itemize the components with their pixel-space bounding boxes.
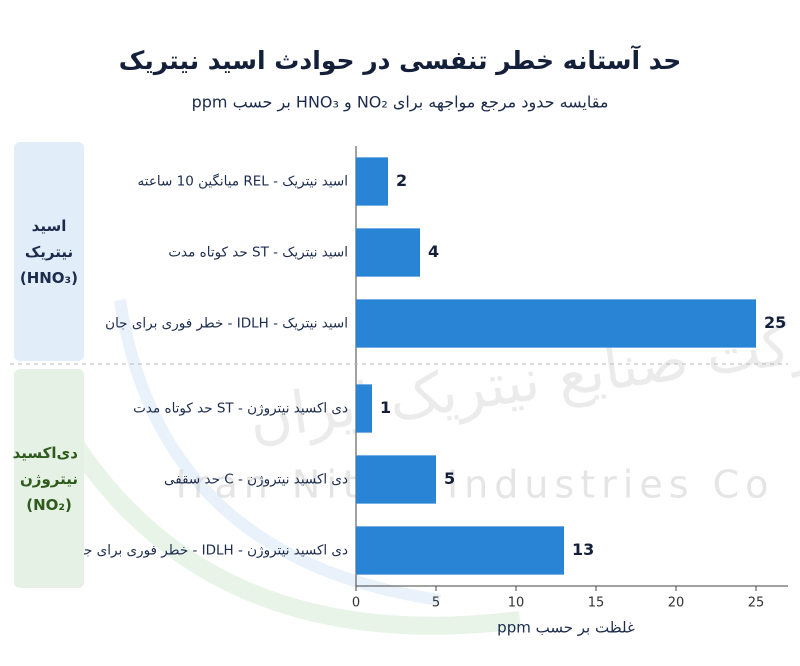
- group-label: دی‌اکسید نیتروژن (NO₂): [12, 369, 84, 588]
- chart-title: حد آستانه خطر تنفسی در حوادث اسید نیتریک: [119, 45, 682, 76]
- data-label: 4: [428, 242, 439, 261]
- x-axis-label: غلظت بر حسب ppm: [497, 619, 635, 637]
- bar: [356, 299, 756, 348]
- y-tick-label: اسید نیتریک - IDLH - خطر فوری برای جان: [105, 316, 348, 332]
- x-tick-label: 10: [508, 596, 525, 611]
- chart-subtitle: مقایسه حدود مرجع مواجهه برای NO₂ و HNO₃ …: [192, 93, 609, 113]
- watermark: Iran Nitric Industries Co: [176, 463, 775, 507]
- y-tick-label: دی اکسید نیتروژن - IDLH - خطر فوری برای …: [70, 543, 348, 559]
- data-label: 5: [444, 469, 455, 488]
- data-label: 2: [396, 171, 407, 190]
- x-tick-label: 20: [668, 596, 685, 611]
- data-label: 25: [764, 313, 786, 332]
- y-tick-label: دی اکسید نیتروژن - ST حد کوتاه مدت: [133, 401, 348, 417]
- y-tick-label: اسید نیتریک - ST حد کوتاه مدت: [168, 245, 348, 261]
- group-label: اسید نیتریک (HNO₃): [14, 142, 84, 361]
- bar: [356, 526, 564, 575]
- data-label: 1: [380, 398, 391, 417]
- bar: [356, 384, 372, 433]
- watermark-swoosh: [52, 415, 522, 635]
- group-label-text: دی‌اکسید نیتروژن (NO₂): [12, 443, 78, 514]
- data-label: 13: [572, 540, 594, 559]
- bar: [356, 455, 436, 504]
- group-label-text: اسید نیتریک (HNO₃): [19, 216, 78, 287]
- y-tick-label: دی اکسید نیتروژن - C حد سقفی: [164, 472, 348, 488]
- bar: [356, 228, 420, 277]
- bar: [356, 157, 388, 206]
- x-tick-label: 25: [748, 596, 765, 611]
- y-tick-label: اسید نیتریک - REL میانگین 10 ساعته: [138, 173, 348, 190]
- watermark-swoosh: [114, 299, 441, 606]
- x-tick-label: 5: [432, 596, 440, 611]
- x-tick-label: 15: [588, 596, 605, 611]
- x-tick-label: 0: [352, 596, 360, 611]
